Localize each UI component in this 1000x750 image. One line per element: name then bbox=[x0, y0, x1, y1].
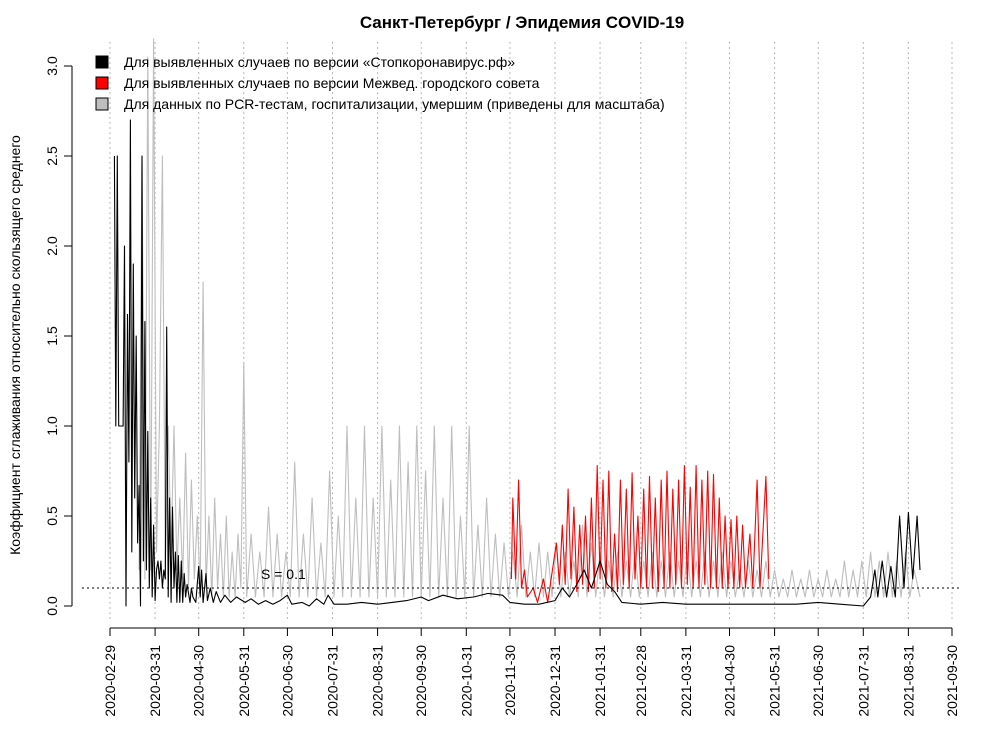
y-tick-label: 1.0 bbox=[44, 416, 60, 436]
reference-line-group: S = 0.1 bbox=[82, 566, 960, 589]
legend-swatch bbox=[95, 55, 109, 69]
y-tick-label: 2.5 bbox=[44, 146, 60, 166]
reference-line-label: S = 0.1 bbox=[261, 566, 306, 582]
x-tick-label: 2020-08-31 bbox=[370, 645, 386, 717]
x-tick-label: 2020-06-30 bbox=[279, 645, 295, 717]
x-axis: 2020-02-29 2020-03-31 2020-04-30 2020-05-31… bbox=[102, 627, 960, 717]
legend-label: Для данных по PCR-тестам, госпитализации… bbox=[124, 96, 665, 112]
x-tick-label: 2020-09-30 bbox=[413, 645, 429, 717]
x-tick-label: 2021-03-31 bbox=[678, 645, 694, 717]
y-tick-label: 1.5 bbox=[44, 326, 60, 346]
x-tick-label: 2021-07-31 bbox=[855, 645, 871, 717]
x-tick-label: 2020-05-31 bbox=[236, 645, 252, 717]
y-tick-label: 2.0 bbox=[44, 236, 60, 256]
legend-swatch bbox=[95, 76, 109, 90]
x-tick-label: 2021-08-31 bbox=[900, 645, 916, 717]
x-tick-label: 2021-05-31 bbox=[767, 645, 783, 717]
x-tick-label: 2021-01-31 bbox=[592, 645, 608, 717]
x-tick-label: 2020-12-31 bbox=[547, 645, 563, 717]
y-axis-title: Коэффициент сглаживания относительно ско… bbox=[7, 135, 23, 555]
x-tick-label: 2020-04-30 bbox=[191, 645, 207, 717]
y-tick-label: 0.5 bbox=[44, 506, 60, 526]
legend-label: Для выявленных случаев по версии Межвед.… bbox=[124, 75, 540, 91]
x-tick-label: 2021-02-28 bbox=[633, 645, 649, 717]
legend-swatch bbox=[95, 97, 109, 111]
chart-title: Санкт-Петербург / Эпидемия COVID-19 bbox=[360, 13, 684, 32]
y-tick-label: 0.0 bbox=[44, 596, 60, 616]
x-tick-label: 2020-10-31 bbox=[458, 645, 474, 717]
series-line bbox=[510, 465, 770, 603]
x-tick-label: 2020-11-30 bbox=[502, 645, 518, 716]
vertical-grid bbox=[109, 42, 953, 620]
x-tick-label: 2020-02-29 bbox=[102, 645, 118, 717]
x-tick-label: 2021-09-30 bbox=[944, 645, 960, 717]
series-line bbox=[138, 38, 921, 598]
legend-label: Для выявленных случаев по версии «Стопко… bbox=[124, 54, 515, 70]
x-tick-label: 2021-06-30 bbox=[810, 645, 826, 717]
series-line bbox=[113, 119, 921, 607]
y-tick-label: 3.0 bbox=[44, 56, 60, 76]
plot-lines bbox=[113, 38, 921, 607]
legend: Для выявленных случаев по версии «Стопко… bbox=[95, 54, 665, 112]
x-tick-label: 2020-03-31 bbox=[147, 645, 163, 717]
x-tick-label: 2020-07-31 bbox=[324, 645, 340, 717]
y-axis: 0.0 0.5 1.0 1.5 2.0 2.5 3.0 bbox=[44, 56, 73, 616]
x-tick-label: 2021-04-30 bbox=[722, 645, 738, 717]
